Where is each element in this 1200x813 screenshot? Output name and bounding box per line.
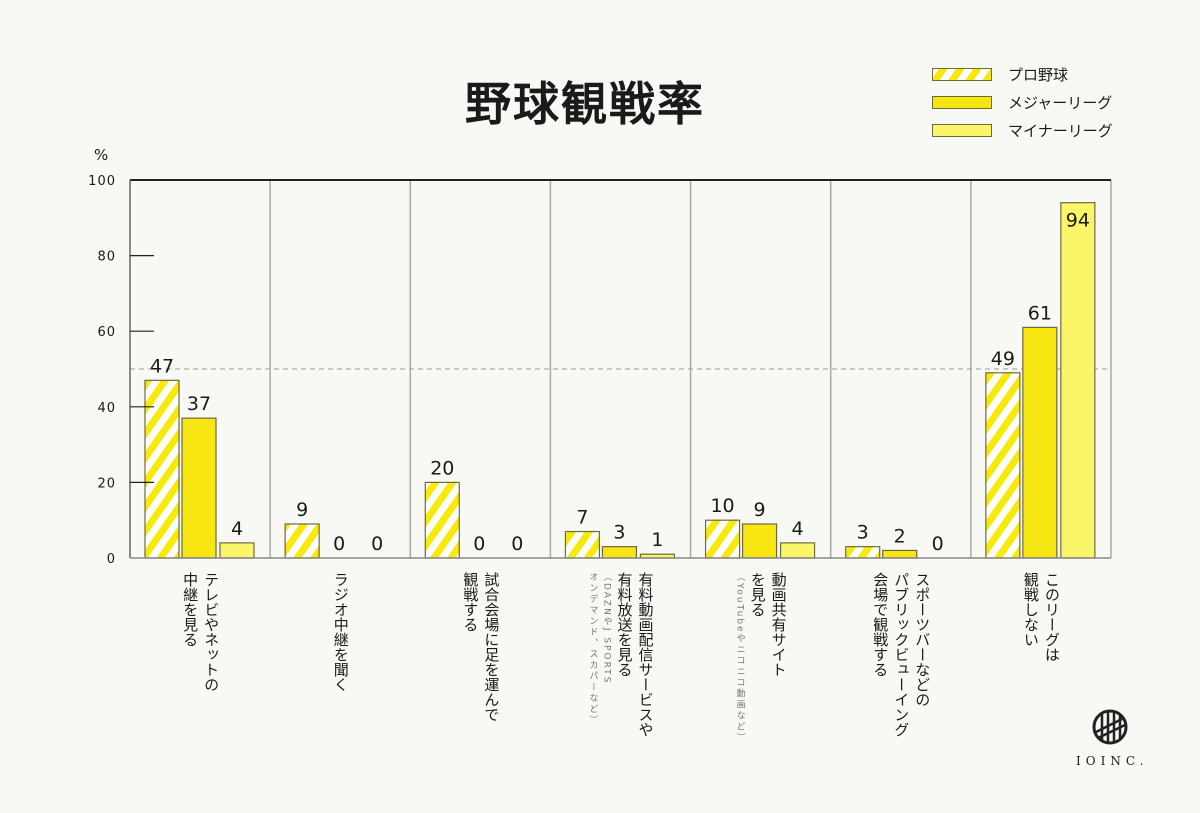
- bar: [1060, 202, 1096, 559]
- legend: プロ野球 メジャーリーグ マイナーリーグ: [932, 60, 1113, 144]
- data-label: 20: [430, 457, 454, 479]
- y-tick-label: 40: [97, 401, 116, 416]
- bar: [564, 530, 601, 559]
- company-logo: IOINC.: [1076, 708, 1143, 768]
- data-label: 37: [187, 393, 211, 415]
- y-tick-label: 100: [88, 174, 116, 189]
- data-label: 0: [932, 533, 944, 555]
- legend-swatch-light: [932, 123, 992, 137]
- y-axis-unit: %: [94, 146, 109, 164]
- category-label-line: 中継を見る: [181, 572, 200, 647]
- y-tick-label: 80: [97, 250, 116, 265]
- legend-label: マイナーリーグ: [1008, 121, 1113, 140]
- data-label: 3: [613, 522, 625, 544]
- category-label-line: 観戦する: [461, 572, 480, 632]
- bar: [1022, 326, 1058, 559]
- category-label-line: スポーツバーなどの: [913, 572, 932, 707]
- data-label: 0: [371, 533, 383, 555]
- category-label-line: 試合会場に足を運んで: [482, 572, 501, 722]
- category-label-line: ラジオ中継を聞く: [331, 572, 350, 692]
- legend-item-minor: マイナーリーグ: [932, 116, 1113, 144]
- bar: [181, 417, 217, 559]
- data-label: 7: [576, 507, 588, 529]
- legend-item-pro: プロ野球: [932, 60, 1113, 88]
- category-label-line: テレビやネットの: [202, 572, 221, 692]
- bar: [219, 542, 255, 559]
- bar: [779, 542, 816, 559]
- data-label: 2: [894, 525, 906, 547]
- data-label: 0: [473, 533, 485, 555]
- bar: [704, 519, 741, 559]
- bar: [985, 372, 1021, 559]
- legend-item-major: メジャーリーグ: [932, 88, 1113, 116]
- data-label: 94: [1066, 210, 1090, 232]
- data-label: 47: [150, 355, 174, 377]
- data-label: 3: [857, 522, 869, 544]
- bar: [845, 546, 881, 559]
- category-note: （YouTubeやニコニコ動画など）: [734, 572, 745, 744]
- legend-swatch-striped: [932, 67, 992, 81]
- legend-label: メジャーリーグ: [1008, 93, 1113, 112]
- legend-label: プロ野球: [1008, 65, 1069, 84]
- category-label-line: 有料放送を見る: [615, 572, 634, 677]
- category-label: 試合会場に足を運んで 観戦する: [459, 572, 501, 722]
- legend-swatch-solid: [932, 95, 992, 109]
- category-note: （DAZNやJ SPORTS: [601, 572, 612, 685]
- data-label: 0: [511, 533, 523, 555]
- data-label: 9: [296, 499, 308, 521]
- logo-text: IOINC.: [1076, 754, 1149, 768]
- category-label: スポーツバーなどの パブリックビューイング 会場で観戦する: [869, 572, 932, 737]
- data-label: 1: [651, 529, 663, 551]
- category-label: このリーグは 観戦しない: [1020, 572, 1062, 662]
- category-label-line: 有料動画配信サービスや: [636, 572, 655, 737]
- chart-title: 野球観戦率: [465, 77, 705, 131]
- category-label-line: を見る: [748, 572, 767, 617]
- bar: [284, 523, 320, 559]
- category-label-line: 動画共有サイト: [769, 572, 788, 677]
- category-label: ラジオ中継を聞く: [330, 572, 351, 692]
- category-label-line: このリーグは: [1042, 572, 1061, 662]
- category-label: テレビやネットの 中継を見る: [179, 572, 221, 692]
- category-label-line: 会場で観戦する: [871, 572, 890, 677]
- y-tick-label: 20: [97, 476, 116, 491]
- bar: [424, 481, 460, 559]
- category-label-line: パブリックビューイング: [892, 572, 911, 737]
- bar: [882, 549, 918, 559]
- category-label-line: 観戦しない: [1021, 572, 1040, 647]
- data-label: 9: [754, 499, 766, 521]
- logo-mark-icon: [1092, 709, 1128, 745]
- y-tick-label: 60: [97, 325, 116, 340]
- bar: [741, 523, 778, 559]
- data-label: 49: [991, 348, 1015, 370]
- category-label: 動画共有サイト を見る （YouTubeやニコニコ動画など）: [733, 572, 789, 744]
- data-label: 61: [1028, 302, 1052, 324]
- data-label: 0: [333, 533, 345, 555]
- data-label: 4: [792, 518, 804, 540]
- data-label: 10: [710, 495, 734, 517]
- y-tick-label: 0: [107, 552, 116, 567]
- bar: [601, 546, 638, 559]
- category-note: オンデマンド、スカパーなど）: [587, 572, 598, 726]
- data-label: 4: [231, 518, 243, 540]
- category-label: 有料動画配信サービスや 有料放送を見る （DAZNやJ SPORTS オンデマンド、ス…: [586, 572, 656, 737]
